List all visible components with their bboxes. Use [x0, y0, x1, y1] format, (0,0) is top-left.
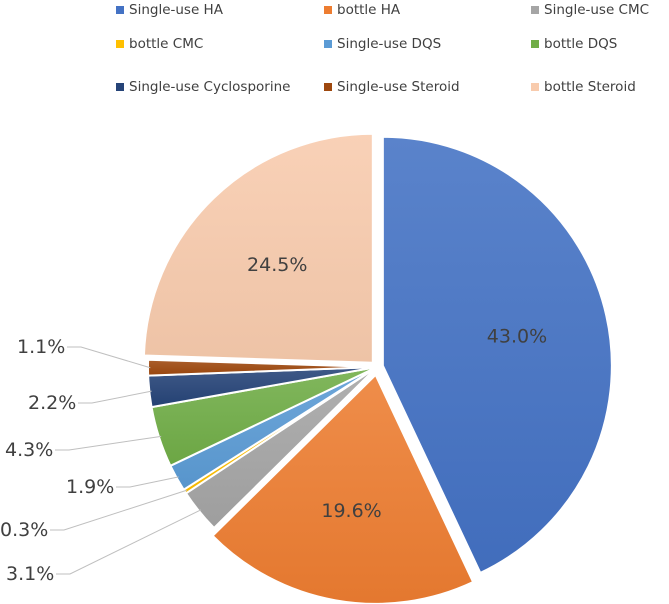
legend-swatch	[116, 6, 124, 14]
legend-label: Single-use HA	[129, 2, 223, 18]
pie-slice	[142, 132, 374, 364]
legend-label: Single-use Steroid	[337, 79, 460, 95]
legend-label: Single-use DQS	[337, 36, 442, 52]
legend-item: bottle CMC	[116, 36, 203, 52]
pie-slice	[211, 373, 475, 604]
legend-label: Single-use Cyclosporine	[129, 79, 291, 95]
legend-label: bottle DQS	[544, 36, 618, 52]
data-label: 1.1%	[17, 336, 65, 358]
legend-label: Single-use CMC	[544, 2, 650, 18]
data-label: 4.3%	[5, 439, 53, 461]
data-label: 24.5%	[247, 254, 307, 276]
leader-line	[78, 390, 152, 404]
pie-slice	[147, 358, 378, 377]
legend-label: bottle Steroid	[544, 79, 636, 95]
legend-item: Single-use Steroid	[324, 79, 460, 95]
legend-swatch	[531, 83, 539, 91]
legend-swatch	[324, 83, 332, 91]
legend-item: bottle HA	[324, 2, 400, 18]
legend-item: Single-use DQS	[324, 36, 441, 52]
legend-item: Single-use CMC	[531, 2, 649, 18]
legend-item: Single-use HA	[116, 2, 223, 18]
data-label: 19.6%	[321, 500, 381, 522]
data-label: 3.1%	[6, 563, 54, 585]
data-label: 2.2%	[28, 392, 76, 414]
legend-swatch	[531, 40, 539, 48]
legend-swatch	[324, 40, 332, 48]
legend-swatch	[531, 6, 539, 14]
leader-line	[50, 489, 187, 531]
legend-item: bottle DQS	[531, 36, 617, 52]
legend-item: bottle Steroid	[531, 79, 636, 95]
data-label: 43.0%	[487, 326, 547, 348]
pie-slice	[381, 135, 613, 575]
legend-item: Single-use Cyclosporine	[116, 79, 290, 95]
data-label: 1.9%	[66, 476, 114, 498]
leader-line	[56, 509, 202, 575]
data-label: 0.3%	[0, 519, 48, 541]
legend-swatch	[116, 83, 124, 91]
leader-line	[67, 346, 151, 369]
leader-line	[116, 476, 179, 488]
legend-label: bottle CMC	[129, 36, 204, 52]
legend-swatch	[324, 6, 332, 14]
legend-label: bottle HA	[337, 2, 401, 18]
legend-swatch	[116, 40, 124, 48]
leader-line	[55, 435, 162, 451]
chart-legend: Single-use HA bottle HA Single-use CMC bott…	[0, 0, 669, 100]
